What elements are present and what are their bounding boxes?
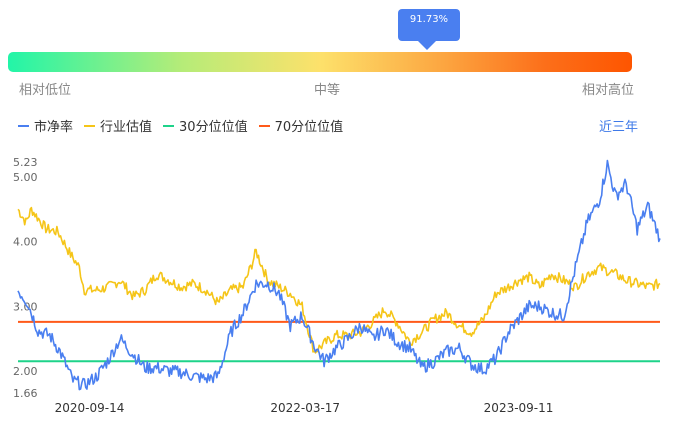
gauge-low-label: 相对低位	[19, 83, 72, 98]
pb-ratio-line	[17, 159, 661, 391]
legend-swatch-pb	[18, 124, 29, 127]
legend-label-pb: 市净率	[34, 120, 74, 135]
y-tick-label: 2.00	[13, 365, 38, 378]
legend-item-p70[interactable]: 70分位位值	[258, 116, 344, 135]
legend-item-p30[interactable]: 30分位位值	[163, 116, 248, 135]
percentile-value: 91.73%	[409, 14, 449, 25]
x-tick-label: 2020-09-14	[55, 401, 125, 415]
y-tick-label: 5.00	[13, 171, 38, 184]
y-tick-label: 4.00	[13, 236, 38, 249]
x-tick-label: 2022-03-17	[270, 401, 340, 415]
y-tick-label: 1.66	[13, 387, 38, 400]
x-tick-label: 2023-09-11	[484, 401, 554, 415]
legend-swatch-industry	[84, 124, 96, 127]
legend-label-industry: 行业估值	[100, 120, 153, 135]
percentile-tooltip: 91.73%	[398, 9, 460, 41]
legend-label-p70: 70分位位值	[274, 120, 344, 135]
percentile-tooltip-arrow	[418, 41, 436, 50]
y-tick-label: 3.00	[13, 300, 38, 313]
legend-swatch-p70	[258, 124, 270, 127]
legend-item-industry[interactable]: 行业估值	[84, 116, 152, 135]
valuation-gauge-bar	[8, 52, 632, 72]
period-selector[interactable]: 近三年	[599, 120, 639, 135]
gauge-high-label: 相对高位	[582, 83, 635, 98]
industry-valuation-line	[17, 206, 661, 354]
gauge-mid-label: 中等	[314, 83, 341, 98]
legend-item-pb[interactable]: 市净率	[18, 116, 73, 135]
legend-swatch-p30	[163, 124, 175, 127]
legend-label-p30: 30分位位值	[179, 120, 248, 135]
y-tick-label: 5.23	[13, 156, 38, 169]
chart-legend: 市净率 行业估值 30分位位值 70分位位值	[18, 116, 354, 135]
